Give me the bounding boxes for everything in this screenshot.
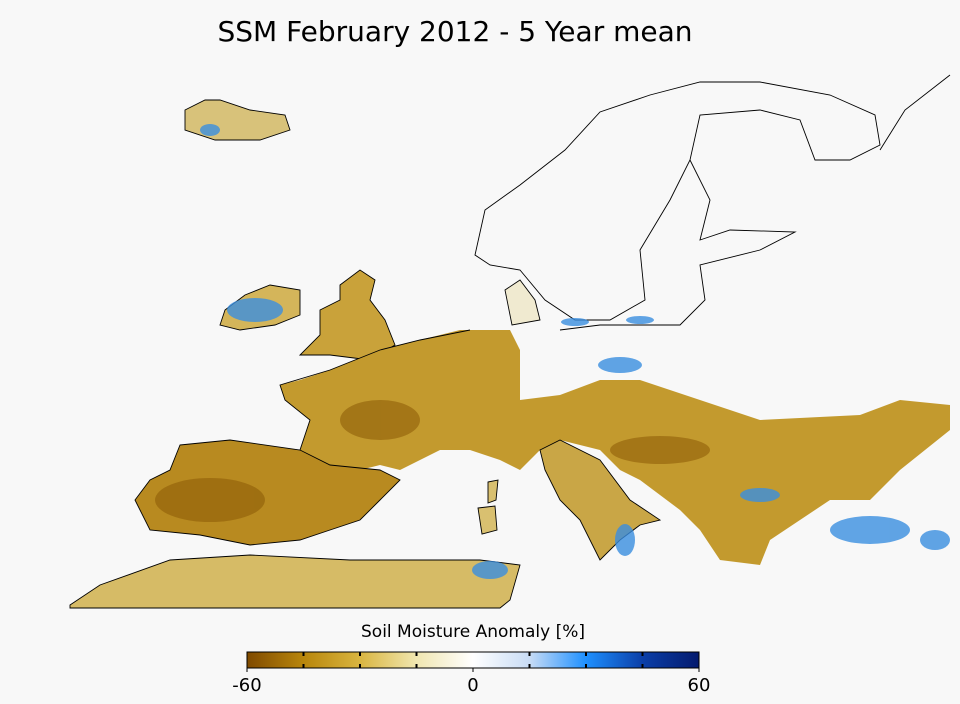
britain (298, 269, 396, 361)
colorbar-tick-label: 0 (467, 675, 478, 696)
baltic-coast (559, 74, 951, 331)
colorbar-label: Soil Moisture Anomaly [%] (361, 622, 585, 642)
colorbar-tick-label: 60 (688, 675, 711, 696)
colorbar (246, 651, 700, 669)
wet-anomalies (200, 124, 950, 579)
colorbar-tick-label: -60 (232, 675, 261, 696)
north-africa (69, 554, 521, 609)
france-coast (279, 329, 471, 451)
corsica-sardinia (477, 479, 499, 535)
map-title: SSM February 2012 - 5 Year mean (217, 15, 692, 48)
dry-anomalies (155, 400, 710, 522)
scandinavia-coast (474, 81, 881, 321)
denmark (504, 279, 541, 326)
iceland (184, 99, 291, 141)
map-layer (69, 74, 951, 609)
